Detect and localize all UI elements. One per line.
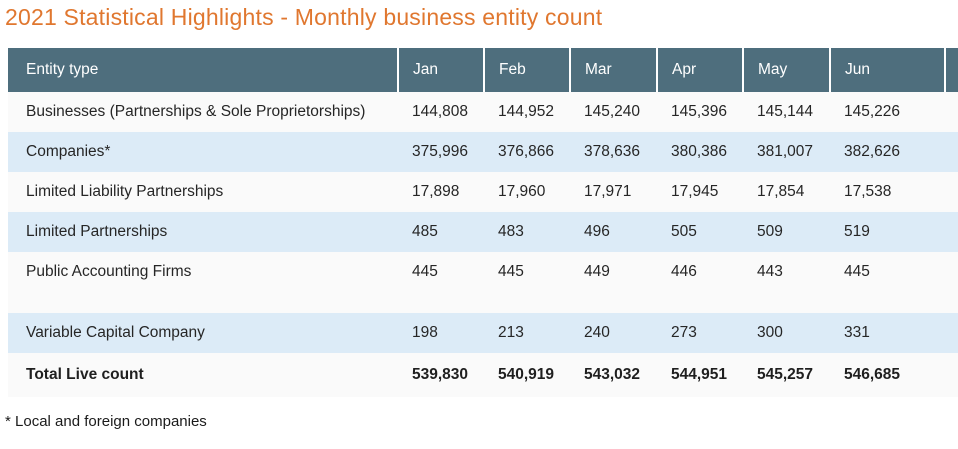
month-value-cell [570, 292, 657, 313]
table-body: Businesses (Partnerships & Sole Propriet… [8, 92, 958, 397]
month-value-cell: 544,951 [657, 353, 743, 397]
month-value-cell: 443 [743, 252, 830, 292]
month-value-cell: 331 [830, 313, 945, 353]
page-title: 2021 Statistical Highlights - Monthly bu… [5, 4, 603, 30]
month-value-cell: 378,636 [570, 132, 657, 172]
spacer-row [8, 292, 958, 313]
month-value-cell: 198 [398, 313, 484, 353]
month-value-cell [484, 292, 570, 313]
filler-cell [945, 172, 958, 212]
month-header-apr: Apr [656, 48, 743, 92]
month-value-cell: 546,685 [830, 353, 945, 397]
month-value-cell [743, 292, 830, 313]
month-value-cell: 17,538 [830, 172, 945, 212]
month-value-cell: 145,226 [830, 92, 945, 132]
table-row: Variable Capital Company 198 213 240 273 300 3… [8, 313, 958, 353]
month-header-jan: Jan [397, 48, 484, 92]
month-value-cell: 446 [657, 252, 743, 292]
month-value-cell: 17,898 [398, 172, 484, 212]
month-value-cell: 300 [743, 313, 830, 353]
month-value-cell: 17,945 [657, 172, 743, 212]
month-value-cell: 17,971 [570, 172, 657, 212]
month-header-mar: Mar [569, 48, 657, 92]
entity-type-cell: Total Live count [8, 353, 398, 397]
month-value-cell: 273 [657, 313, 743, 353]
month-value-cell: 509 [743, 212, 830, 252]
cutoff-month-header [944, 48, 958, 92]
filler-cell [945, 132, 958, 172]
filler-cell [945, 313, 958, 353]
entity-type-cell: Businesses (Partnerships & Sole Propriet… [8, 92, 398, 132]
month-value-cell: 519 [830, 212, 945, 252]
entity-type-cell: Limited Partnerships [8, 212, 398, 252]
month-value-cell: 543,032 [570, 353, 657, 397]
month-value-cell [398, 292, 484, 313]
filler-cell [945, 252, 958, 292]
month-value-cell: 145,144 [743, 92, 830, 132]
month-value-cell: 145,240 [570, 92, 657, 132]
month-value-cell: 445 [484, 252, 570, 292]
month-value-cell: 144,952 [484, 92, 570, 132]
table-row: Companies* 375,996 376,866 378,636 380,386 38… [8, 132, 958, 172]
month-value-cell: 449 [570, 252, 657, 292]
month-value-cell: 540,919 [484, 353, 570, 397]
entity-type-cell: Public Accounting Firms [8, 252, 398, 292]
entity-count-table-wrapper: Entity type Jan Feb Mar Apr May Jun Businesse… [8, 48, 958, 397]
table-header-row: Entity type Jan Feb Mar Apr May Jun [8, 48, 958, 92]
table-row: Limited Liability Partnerships 17,898 17,9… [8, 172, 958, 212]
month-value-cell: 240 [570, 313, 657, 353]
filler-cell [945, 292, 958, 313]
month-value-cell: 483 [484, 212, 570, 252]
month-value-cell: 545,257 [743, 353, 830, 397]
month-value-cell: 375,996 [398, 132, 484, 172]
entity-type-cell: Companies* [8, 132, 398, 172]
total-live-count-row: Total Live count 539,830 540,919 543,032 544… [8, 353, 958, 397]
month-value-cell: 17,854 [743, 172, 830, 212]
month-value-cell: 496 [570, 212, 657, 252]
month-value-cell: 445 [398, 252, 484, 292]
table-row: Public Accounting Firms 445 445 449 446 443 44… [8, 252, 958, 292]
month-value-cell: 17,960 [484, 172, 570, 212]
month-value-cell: 445 [830, 252, 945, 292]
month-value-cell [657, 292, 743, 313]
entity-count-table: Entity type Jan Feb Mar Apr May Jun Businesse… [8, 48, 958, 397]
entity-type-cell: Variable Capital Company [8, 313, 398, 353]
table-row: Limited Partnerships 485 483 496 505 509 519 [8, 212, 958, 252]
month-value-cell: 376,866 [484, 132, 570, 172]
month-value-cell: 145,396 [657, 92, 743, 132]
table-row: Businesses (Partnerships & Sole Propriet… [8, 92, 958, 132]
month-value-cell: 539,830 [398, 353, 484, 397]
month-value-cell: 144,808 [398, 92, 484, 132]
month-header-feb: Feb [483, 48, 570, 92]
filler-cell [945, 92, 958, 132]
entity-type-cell [8, 292, 398, 313]
month-value-cell: 382,626 [830, 132, 945, 172]
month-value-cell: 213 [484, 313, 570, 353]
month-value-cell: 380,386 [657, 132, 743, 172]
month-header-may: May [742, 48, 830, 92]
month-value-cell [830, 292, 945, 313]
entity-type-header: Entity type [8, 48, 398, 92]
month-value-cell: 505 [657, 212, 743, 252]
footnote: * Local and foreign companies [5, 413, 207, 430]
month-value-cell: 485 [398, 212, 484, 252]
filler-cell [945, 353, 958, 397]
month-header-jun: Jun [829, 48, 945, 92]
filler-cell [945, 212, 958, 252]
entity-type-cell: Limited Liability Partnerships [8, 172, 398, 212]
month-value-cell: 381,007 [743, 132, 830, 172]
